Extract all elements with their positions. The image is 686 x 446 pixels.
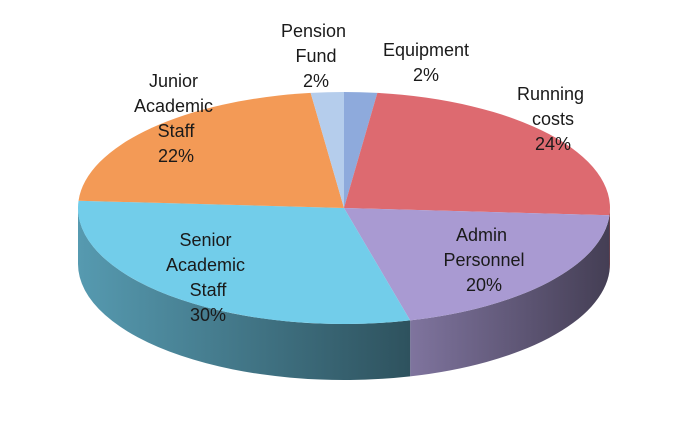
slice-label: Senior Academic Staff (166, 230, 250, 300)
slice-label: Running costs (517, 84, 589, 129)
value-label: 2% (303, 71, 329, 91)
slice-label: Admin Personnel (443, 225, 524, 270)
slice (344, 92, 610, 216)
value-label: 22% (158, 146, 194, 166)
slice (344, 208, 610, 321)
value-label: 30% (190, 305, 226, 325)
slice (77, 200, 411, 324)
value-label: 20% (466, 275, 502, 295)
slice (344, 92, 378, 208)
value-label: 2% (413, 65, 439, 85)
slice-label: Equipment (383, 40, 469, 60)
slice-side (609, 208, 610, 272)
slice (310, 92, 344, 208)
slice-side (78, 208, 411, 380)
slice-side (410, 215, 610, 377)
slice-label: Pension Fund (281, 21, 351, 66)
value-label: 24% (535, 134, 571, 154)
slice (78, 92, 344, 208)
slice-label: Junior Academic Staff (134, 71, 218, 141)
